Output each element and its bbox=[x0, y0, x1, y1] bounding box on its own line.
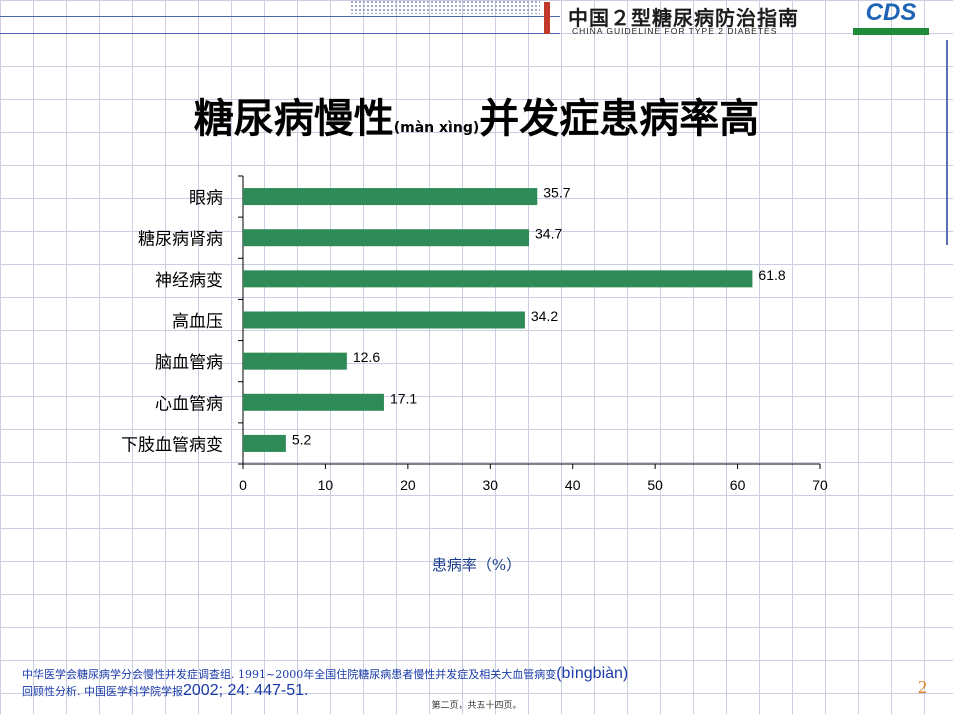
category-label: 心血管病 bbox=[155, 394, 223, 414]
footnote-line2: 回顾性分析. 中国医学科学院学报 bbox=[22, 685, 183, 698]
footnote: 中华医学会糖尿病学分会慢性并发症调查组. 1991~2000年全国住院糖尿病患者… bbox=[22, 666, 742, 700]
header-bar: 中国２型糖尿病防治指南 CHINA GUIDELINE FOR TYPE 2 D… bbox=[0, 0, 953, 38]
x-tick-label: 20 bbox=[400, 477, 416, 493]
page-number: 2 bbox=[918, 677, 927, 697]
bar bbox=[243, 270, 753, 288]
bar bbox=[243, 434, 286, 452]
footnote-line1: 中华医学会糖尿病学分会慢性并发症调查组. 1991~2000年全国住院糖尿病患者… bbox=[22, 668, 557, 681]
bar-value-label: 34.2 bbox=[531, 308, 558, 324]
slide-title: 糖尿病慢性(màn xìng)并发症患病率高 bbox=[0, 86, 953, 144]
category-label: 眼病 bbox=[189, 189, 223, 209]
cds-logo: CDS bbox=[850, 0, 932, 36]
title-rest: 并发症患病率高 bbox=[479, 96, 760, 142]
bar-value-label: 61.8 bbox=[758, 267, 785, 283]
bar bbox=[243, 352, 347, 370]
footnote-pinyin: (bìngbiàn) bbox=[556, 665, 629, 682]
cds-logo-bar bbox=[853, 28, 929, 35]
header-red-marker bbox=[544, 2, 550, 34]
brand-subtitle: CHINA GUIDELINE FOR TYPE 2 DIABETES bbox=[572, 26, 778, 36]
x-tick-label: 70 bbox=[812, 477, 828, 493]
footnote-citation: 2002; 24: 447-51. bbox=[183, 682, 309, 699]
bar bbox=[243, 229, 530, 247]
header-rule-bottom bbox=[0, 33, 560, 34]
category-label: 下肢血管病变 bbox=[121, 435, 223, 455]
title-pinyin: (màn xìng) bbox=[393, 120, 480, 136]
bar bbox=[243, 393, 384, 411]
bar-value-label: 34.7 bbox=[535, 226, 562, 242]
x-tick-label: 30 bbox=[482, 477, 498, 493]
category-label: 糖尿病肾病 bbox=[138, 230, 223, 250]
category-label: 高血压 bbox=[172, 312, 223, 332]
bar bbox=[243, 311, 525, 329]
x-tick-label: 50 bbox=[647, 477, 663, 493]
bar-value-label: 35.7 bbox=[543, 185, 570, 201]
category-label: 脑血管病 bbox=[155, 353, 223, 373]
header-dot-pattern bbox=[350, 0, 540, 14]
bar bbox=[243, 188, 538, 206]
bar-value-label: 17.1 bbox=[390, 390, 417, 406]
brand-title: 中国２型糖尿病防治指南 bbox=[568, 6, 799, 30]
category-label: 神经病变 bbox=[155, 271, 223, 291]
bar-value-label: 12.6 bbox=[353, 349, 380, 365]
x-tick-label: 0 bbox=[239, 477, 247, 493]
title-main: 糖尿病慢性 bbox=[193, 96, 394, 142]
x-tick-label: 60 bbox=[730, 477, 746, 493]
right-accent-line bbox=[946, 40, 948, 245]
x-tick-label: 40 bbox=[565, 477, 581, 493]
header-rule-top bbox=[0, 16, 560, 17]
x-axis-label: 患病率（%） bbox=[431, 556, 522, 574]
cds-logo-text: CDS bbox=[865, 0, 917, 26]
x-tick-label: 10 bbox=[318, 477, 334, 493]
page-count: 第二页，共五十四页。 bbox=[431, 701, 522, 711]
bar-value-label: 5.2 bbox=[292, 431, 312, 447]
